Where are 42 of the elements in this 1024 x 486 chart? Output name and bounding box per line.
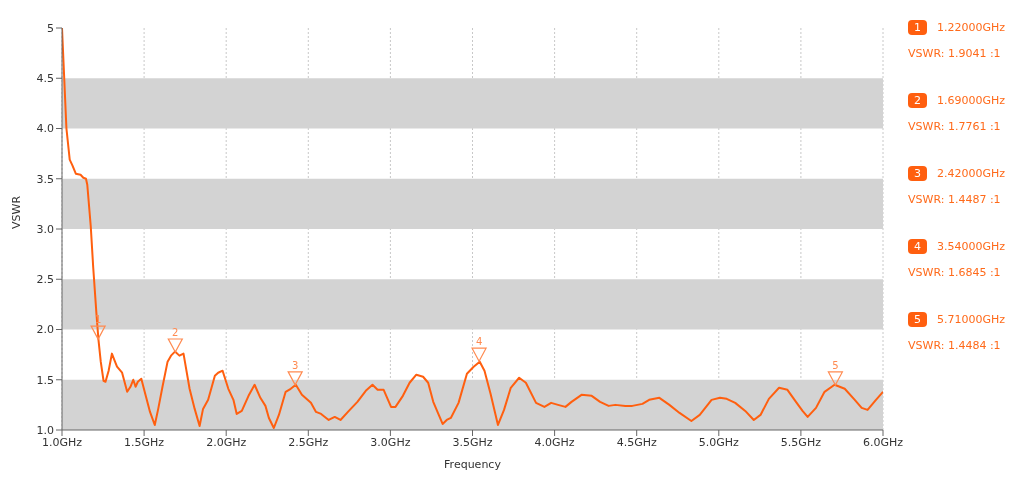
y-tick-label: 4.0 (36, 122, 54, 136)
text: 5.71000GHz (937, 313, 1006, 326)
x-tick-label: 4.5GHz (616, 435, 657, 449)
x-tick-label: 3.5GHz (452, 435, 493, 449)
annotation: 5 (832, 359, 839, 371)
x-tick-label: 3.0GHz (370, 435, 411, 449)
text: VSWR: 1.9041 :1 (908, 47, 1002, 60)
y-axis-title: VSWR (9, 195, 23, 229)
text: VSWR: 1.4487 :1 (908, 193, 1002, 206)
y-tick-label: 3.5 (36, 172, 54, 186)
y-tick-label: 3.0 (36, 222, 54, 236)
y-tick-label: 4.5 (36, 72, 54, 86)
x-tick-label: 1.5GHz (124, 435, 165, 449)
marker-badge: 1 (908, 20, 927, 35)
x-tick-label: 5.5GHz (780, 435, 822, 449)
x-tick-label: 2.5GHz (288, 435, 329, 449)
x-tick-label: 2.0GHz (206, 435, 247, 449)
y-tick-label: 1.5 (36, 373, 54, 387)
text: VSWR: 1.7761 :1 (908, 120, 1002, 133)
marker-badge: 2 (908, 93, 927, 108)
x-tick-label: 4.0GHz (534, 435, 575, 449)
x-tick-label: 6.0GHz (862, 435, 904, 449)
x-axis-title: Frequency (444, 458, 502, 471)
annotation: 4 (475, 336, 483, 348)
text: VSWR: 1.4484 :1 (908, 339, 1002, 352)
marker-badge: 5 (908, 312, 927, 327)
text: 2.42000GHz (937, 167, 1006, 180)
x-tick-label: 1.0GHz (41, 435, 83, 449)
marker-badge: 4 (908, 239, 927, 254)
x-tick-label: 5.0GHz (698, 435, 740, 449)
y-tick-label: 2.5 (36, 273, 54, 287)
text: 1.22000GHz (937, 21, 1006, 34)
y-tick-label: 2.0 (36, 323, 54, 337)
text: 3.54000GHz (937, 240, 1006, 253)
y-tick-label: 1.0 (36, 423, 54, 437)
annotation: 2 (172, 327, 179, 338)
annotation: 3 (291, 359, 299, 371)
annotation: 1 (94, 314, 102, 326)
marker-badge: 3 (908, 166, 927, 181)
text: 1.69000GHz (937, 94, 1006, 107)
y-tick-label: 5 (47, 21, 54, 35)
text: VSWR: 1.6845 :1 (908, 266, 1002, 279)
